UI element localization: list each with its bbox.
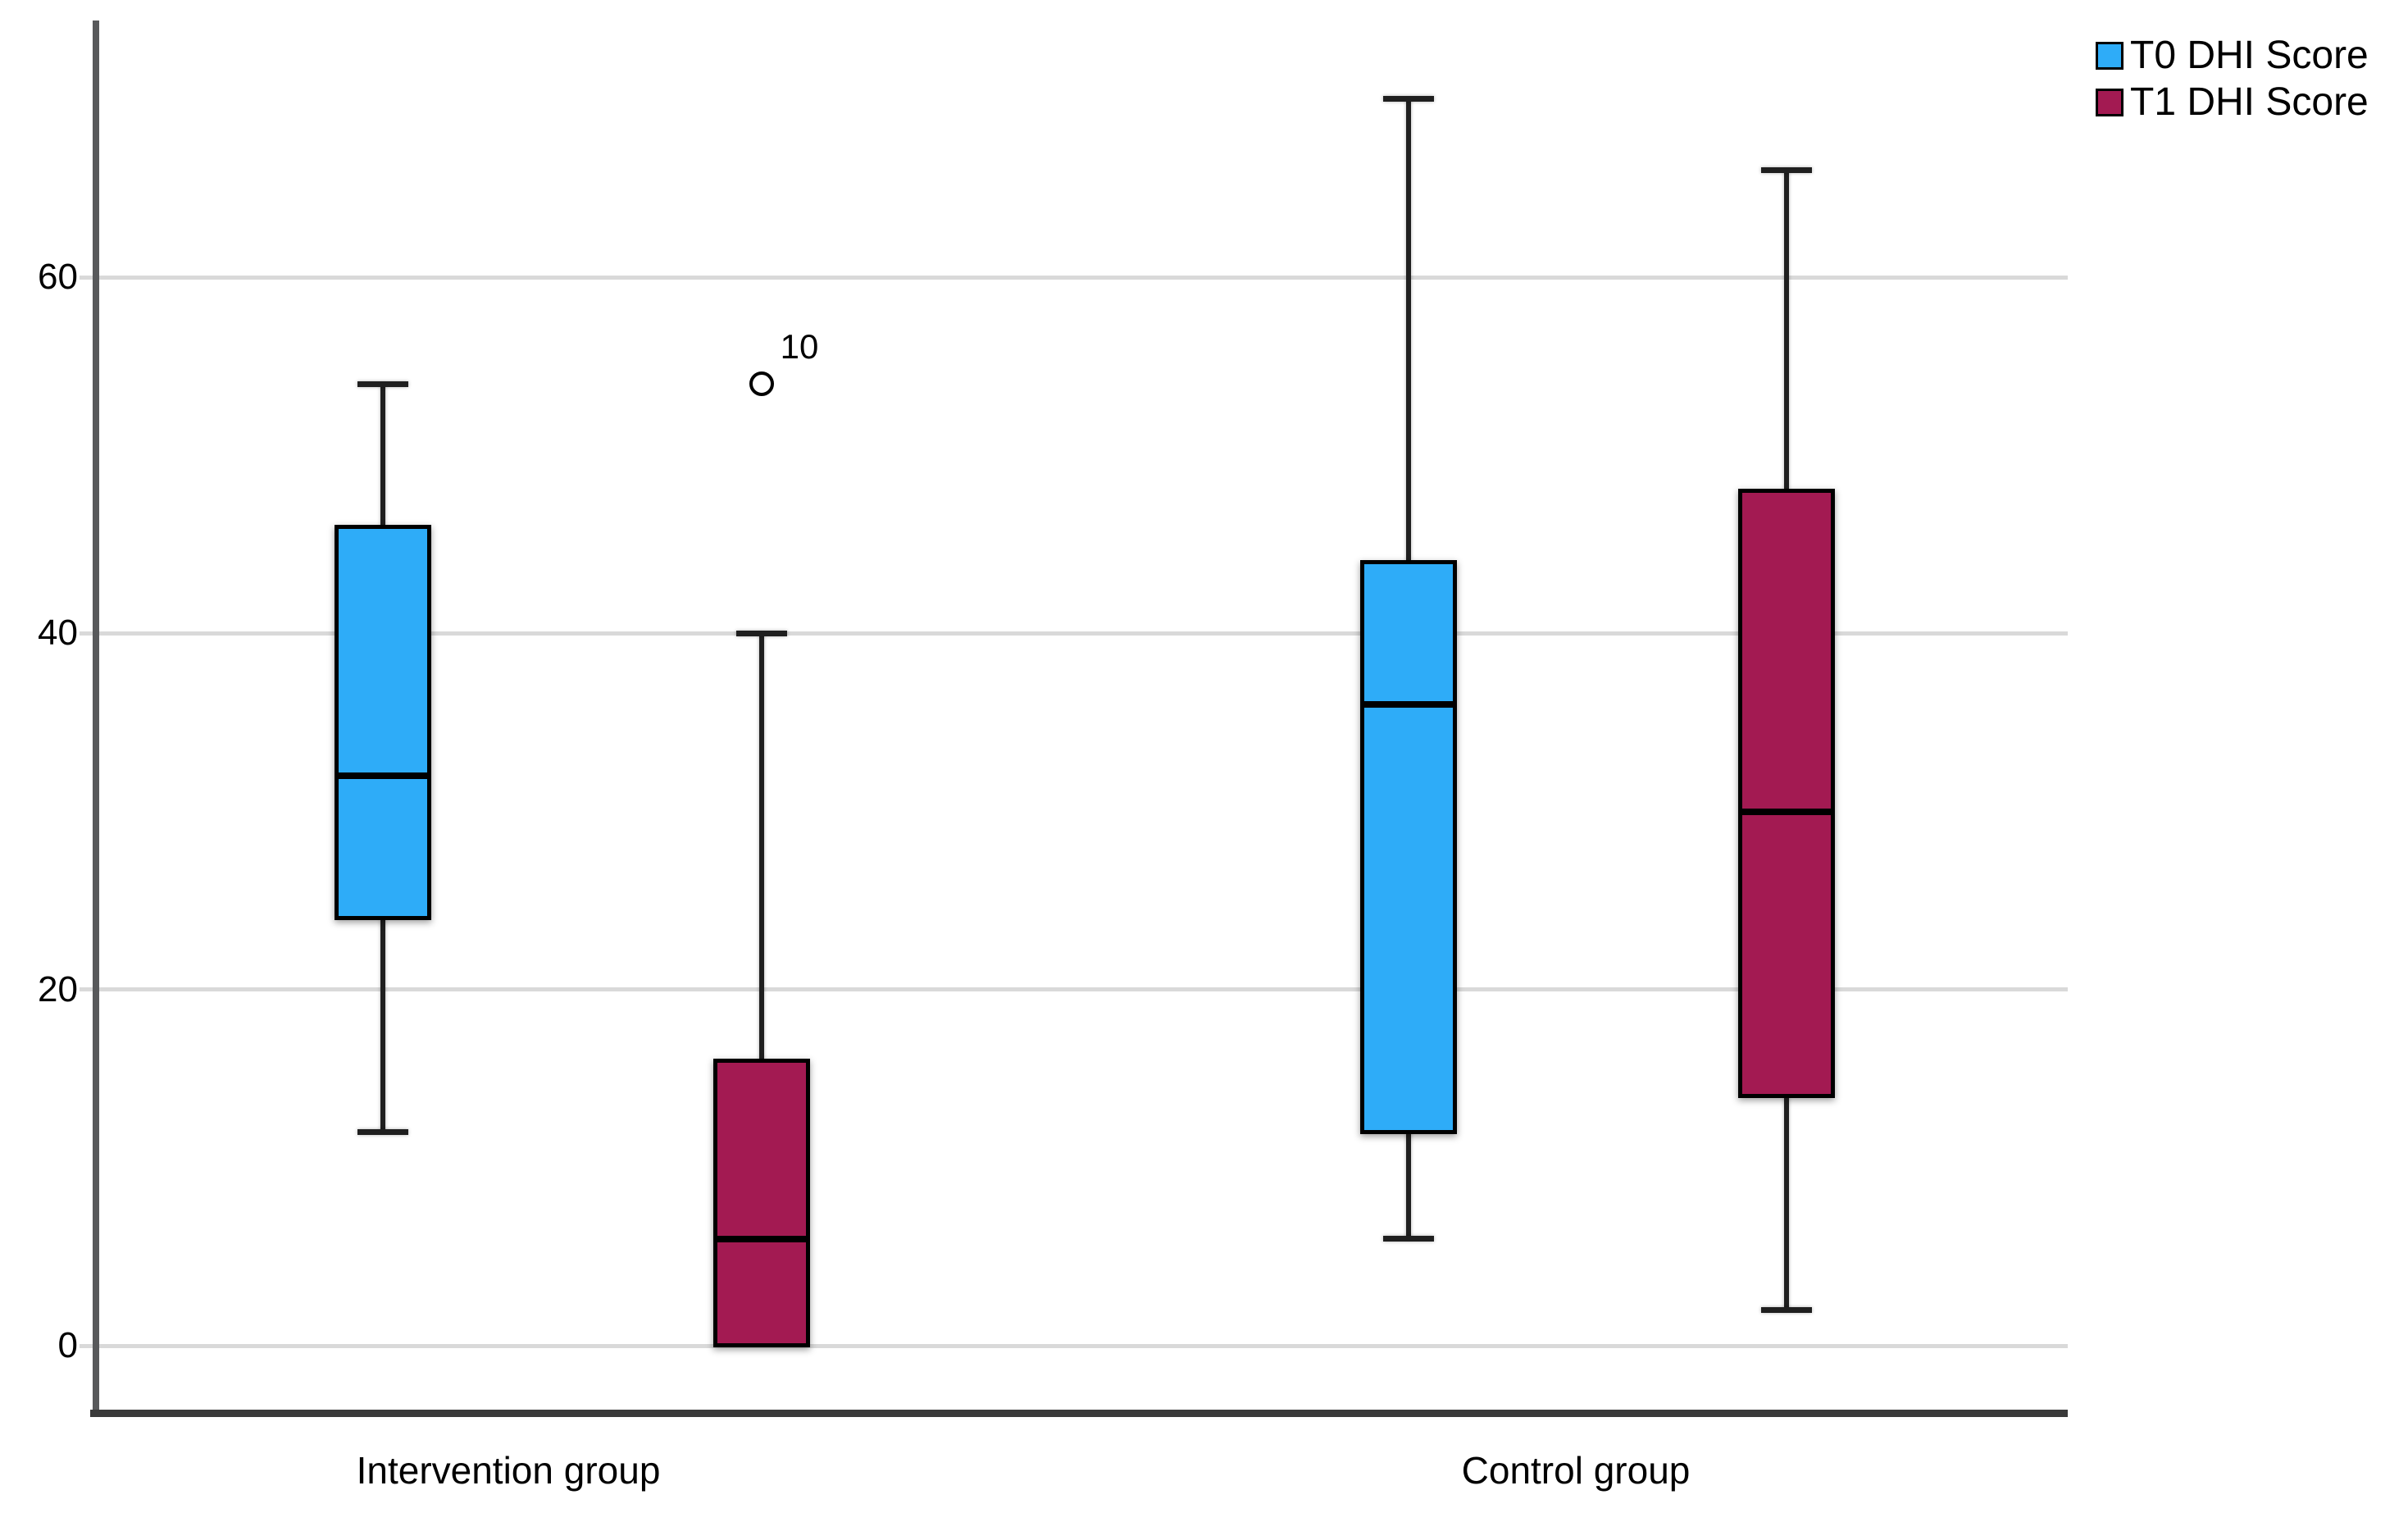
- upper-whisker-cap-series1-cat1: [1761, 167, 1812, 174]
- box-series1-cat0: [713, 1059, 810, 1348]
- median-series1-cat0: [717, 1235, 807, 1242]
- y-tick-label-20: 20: [38, 968, 78, 1009]
- legend-swatch-t1-icon: [2096, 89, 2124, 116]
- lower-whisker-cap-series1-cat1: [1761, 1307, 1812, 1314]
- lower-whisker-series0-cat1: [1406, 1132, 1411, 1239]
- outlier-point-series1-cat0: [749, 371, 774, 397]
- x-axis-line: [90, 1410, 2068, 1417]
- legend-swatch-t0-icon: [2096, 42, 2124, 70]
- upper-whisker-series1-cat1: [1784, 170, 1789, 491]
- y-tick-label-60: 60: [38, 257, 78, 298]
- legend-label-t0: T0 DHI Score: [2130, 34, 2369, 77]
- y-tick-label-40: 40: [38, 613, 78, 654]
- upper-whisker-cap-series1-cat0: [736, 630, 787, 636]
- upper-whisker-series0-cat0: [380, 384, 385, 527]
- box-series0-cat0: [335, 524, 431, 921]
- legend-item-t0: T0 DHI Score: [2096, 34, 2369, 77]
- upper-whisker-series1-cat0: [759, 633, 764, 1061]
- legend-label-t1: T1 DHI Score: [2130, 80, 2369, 124]
- lower-whisker-cap-series0-cat0: [357, 1128, 408, 1135]
- y-axis-line: [93, 21, 99, 1416]
- x-axis-label-control-group: Control group: [1461, 1449, 1691, 1492]
- lower-whisker-cap-series0-cat1: [1383, 1236, 1434, 1242]
- box-series1-cat1: [1738, 489, 1835, 1099]
- upper-whisker-cap-series0-cat1: [1383, 96, 1434, 103]
- y-tick-label-0: 0: [57, 1325, 78, 1365]
- gridline-60: [80, 275, 2068, 280]
- box-series0-cat1: [1360, 559, 1457, 1134]
- outlier-label-series1-cat0: 10: [780, 327, 819, 367]
- median-series0-cat1: [1363, 701, 1454, 709]
- gridline-20: [80, 987, 2068, 992]
- lower-whisker-series0-cat0: [380, 918, 385, 1132]
- median-series0-cat0: [338, 772, 428, 780]
- upper-whisker-cap-series0-cat0: [357, 380, 408, 387]
- lower-whisker-series1-cat1: [1784, 1096, 1789, 1310]
- legend-item-t1: T1 DHI Score: [2096, 80, 2369, 124]
- gridline-40: [80, 631, 2068, 636]
- gridline-0: [80, 1343, 2068, 1348]
- median-series1-cat1: [1741, 808, 1832, 815]
- x-axis-label-intervention-group: Intervention group: [356, 1449, 661, 1492]
- upper-whisker-series0-cat1: [1406, 98, 1411, 563]
